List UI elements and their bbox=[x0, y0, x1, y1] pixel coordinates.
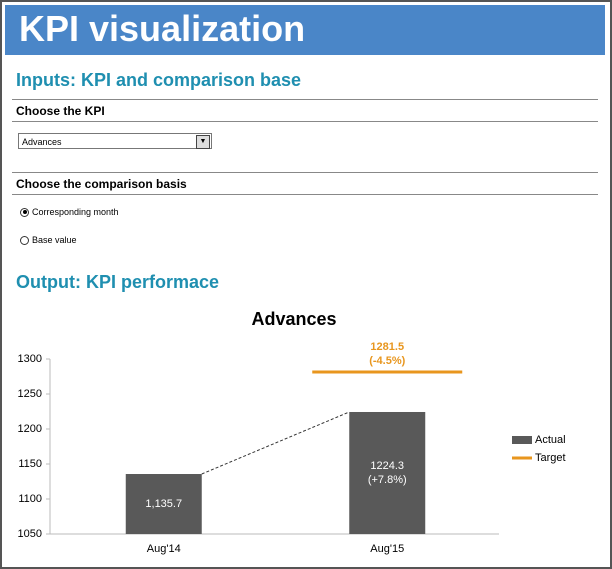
dropdown-value: Advances bbox=[22, 137, 62, 147]
bar bbox=[349, 411, 426, 534]
radio-label: Corresponding month bbox=[32, 207, 119, 217]
section-title: Output: KPI performace bbox=[16, 272, 220, 292]
legend-label: Target bbox=[535, 452, 566, 464]
legend-label: Actual bbox=[535, 434, 566, 446]
dropdown-arrow[interactable]: ▼ bbox=[196, 135, 210, 149]
kpi-dropdown[interactable]: Advances ▼ bbox=[18, 133, 212, 149]
chart: Advances 1050 1100 1150 1200 1250 1300 Aug'14 Au… bbox=[18, 309, 566, 555]
header-title: KPI visualization bbox=[19, 8, 306, 49]
data-label-box: 1224.3 (+7.8%) bbox=[367, 459, 407, 486]
y-tick-label: 1200 bbox=[18, 423, 42, 435]
radio-option[interactable]: Base value bbox=[20, 235, 77, 245]
field-label: Choose the comparison basis bbox=[12, 172, 598, 195]
x-tick-label: Aug'14 bbox=[147, 543, 181, 555]
chart-title: Advances bbox=[251, 309, 336, 329]
field-label: Choose the KPI bbox=[12, 99, 598, 122]
y-tick-label: 1050 bbox=[18, 528, 42, 540]
target-label: 1281.5 (-4.5%) bbox=[369, 340, 406, 367]
bar bbox=[125, 474, 202, 534]
y-tick-label: 1250 bbox=[18, 388, 42, 400]
legend-swatch bbox=[512, 436, 532, 444]
radio-option[interactable]: Corresponding month bbox=[20, 207, 119, 217]
y-tick-label: 1100 bbox=[18, 493, 42, 505]
radio-button[interactable] bbox=[20, 235, 29, 245]
x-tick-label: Aug'15 bbox=[370, 543, 404, 555]
header: KPI visualization bbox=[5, 5, 605, 55]
y-tick-label: 1150 bbox=[18, 458, 42, 470]
target-label-box: 1281.5 (-4.5%) bbox=[369, 340, 406, 367]
radio-label: Base value bbox=[32, 235, 77, 245]
radio-button[interactable] bbox=[20, 207, 29, 217]
data-label: 1224.3 (+7.8%) bbox=[367, 459, 407, 486]
section-title: Inputs: KPI and comparison base bbox=[16, 70, 302, 90]
connector bbox=[201, 411, 350, 475]
data-label: 1,135.7 bbox=[145, 498, 183, 510]
y-tick-label: 1300 bbox=[18, 353, 42, 365]
data-label-box: 1,135.7 bbox=[145, 498, 183, 510]
